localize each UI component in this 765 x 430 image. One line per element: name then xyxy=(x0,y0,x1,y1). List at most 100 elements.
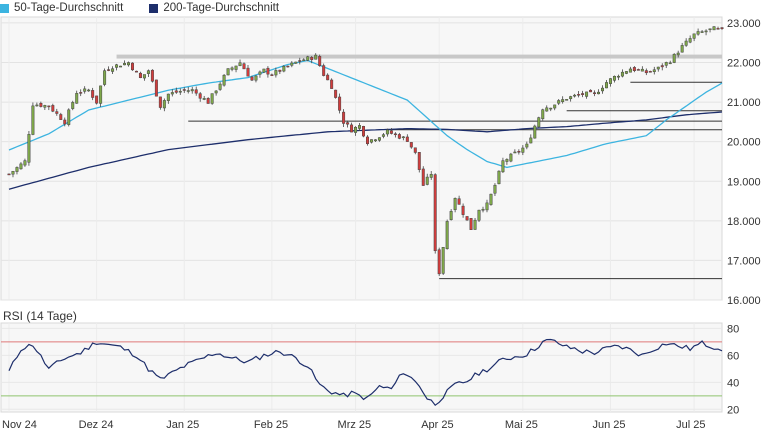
candle-up xyxy=(202,98,206,100)
candle-up xyxy=(676,52,680,56)
candle-up xyxy=(608,78,612,84)
candle-up xyxy=(274,70,278,76)
legend-item-ma200[interactable]: 200-Tage-Durchschnitt xyxy=(149,2,279,14)
candle-up xyxy=(115,64,119,68)
candle-up xyxy=(142,74,146,79)
legend-swatch-ma50 xyxy=(0,3,9,13)
candle-down xyxy=(206,98,210,104)
candle-up xyxy=(545,107,549,112)
candle-down xyxy=(310,56,314,60)
candle-up xyxy=(656,66,660,70)
x-tick-label: Jan 25 xyxy=(166,419,199,430)
candle-down xyxy=(158,96,162,108)
rsi-y-tick-label: 40 xyxy=(727,377,739,389)
x-tick-label: Jul 25 xyxy=(676,419,705,430)
candle-up xyxy=(385,129,389,135)
candle-down xyxy=(581,93,585,95)
candle-up xyxy=(146,70,150,74)
candle-down xyxy=(389,130,393,134)
candle-up xyxy=(214,90,218,94)
candle-up xyxy=(401,136,405,139)
candle-up xyxy=(501,160,505,173)
candle-up xyxy=(19,163,23,170)
candle-up xyxy=(162,100,166,109)
candle-down xyxy=(322,65,326,76)
candle-up xyxy=(688,38,692,43)
candle-down xyxy=(154,79,158,97)
candle-up xyxy=(493,184,497,194)
candle-up xyxy=(234,65,238,70)
candle-up xyxy=(473,219,477,230)
rsi-panel-title: RSI (14 Tage) xyxy=(3,309,77,323)
candle-down xyxy=(326,74,330,81)
candle-down xyxy=(644,70,648,74)
candle-up xyxy=(529,137,533,144)
candle-down xyxy=(409,142,413,148)
candle-down xyxy=(182,89,186,91)
candle-down xyxy=(194,89,198,94)
candle-up xyxy=(700,31,704,33)
candle-down xyxy=(138,72,142,79)
candle-down xyxy=(469,218,473,230)
candle-down xyxy=(107,69,111,71)
candle-up xyxy=(377,137,381,141)
candle-down xyxy=(330,79,334,89)
candle-up xyxy=(103,70,107,85)
candle-up xyxy=(123,63,126,66)
candle-up xyxy=(294,61,298,64)
candle-down xyxy=(393,133,397,136)
legend-swatch-ma200 xyxy=(149,3,159,13)
candle-down xyxy=(47,105,51,108)
candle-up xyxy=(708,28,712,31)
candle-up xyxy=(71,102,75,109)
candle-up xyxy=(43,105,47,108)
candle-up xyxy=(672,53,676,63)
candle-down xyxy=(246,67,250,77)
candle-up xyxy=(170,92,174,95)
candle-down xyxy=(95,95,99,104)
x-tick-label: Feb 25 xyxy=(254,419,288,430)
candle-up xyxy=(75,93,79,104)
price-y-tick-label: 21.000 xyxy=(727,97,761,109)
candle-up xyxy=(230,67,234,70)
candle-up xyxy=(525,143,529,148)
candle-down xyxy=(417,152,421,170)
candle-up xyxy=(597,91,601,95)
candle-up xyxy=(111,68,115,72)
candle-up xyxy=(521,147,525,153)
candle-up xyxy=(453,198,457,210)
candle-up xyxy=(712,26,716,31)
candle-down xyxy=(465,216,469,221)
x-tick-label: Nov 24 xyxy=(2,419,37,430)
price-y-tick-label: 16.000 xyxy=(727,295,761,307)
candle-down xyxy=(577,94,581,96)
rsi-line xyxy=(8,338,723,407)
candle-up xyxy=(541,109,545,120)
candle-up xyxy=(664,62,668,66)
candle-up xyxy=(429,174,433,178)
candle-down xyxy=(198,93,202,99)
candle-up xyxy=(282,66,286,72)
candle-up xyxy=(119,65,123,68)
resistance-band xyxy=(116,54,722,59)
candle-up xyxy=(489,193,493,205)
candle-up xyxy=(222,74,226,86)
candle-up xyxy=(680,45,684,53)
candle-up xyxy=(178,90,182,93)
ma50-line xyxy=(8,59,723,169)
candle-up xyxy=(27,134,31,163)
candle-up xyxy=(612,75,616,81)
candle-up xyxy=(497,170,501,185)
candle-down xyxy=(51,105,55,112)
candle-down xyxy=(589,89,593,93)
candle-up xyxy=(624,71,628,74)
candle-up xyxy=(485,202,489,211)
x-tick-label: Apr 25 xyxy=(421,419,453,430)
candle-up xyxy=(692,33,696,39)
legend-item-ma50[interactable]: 50-Tage-Durchschnitt xyxy=(0,2,123,14)
candle-up xyxy=(668,62,672,65)
candle-up xyxy=(302,59,306,62)
candle-up xyxy=(704,30,708,33)
candle-up xyxy=(425,176,429,185)
